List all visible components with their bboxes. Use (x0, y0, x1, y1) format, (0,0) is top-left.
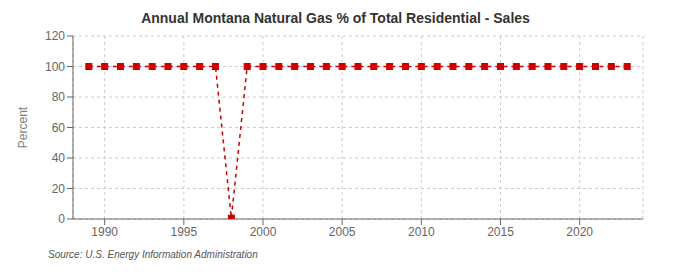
svg-text:Percent: Percent (16, 106, 30, 148)
svg-text:0: 0 (58, 212, 65, 226)
html-text:Source: U.S. Energy Informatio: Source: U.S. Energy Information Administ… (48, 249, 258, 260)
svg-text:20: 20 (52, 182, 66, 196)
svg-text:2010: 2010 (408, 225, 435, 239)
svg-text:60: 60 (52, 121, 66, 135)
svg-text:2005: 2005 (329, 225, 356, 239)
svg-text:1990: 1990 (91, 225, 118, 239)
svg-text:40: 40 (52, 151, 66, 165)
svg-text:1995: 1995 (170, 225, 197, 239)
svg-text:2000: 2000 (250, 225, 277, 239)
html-text:Annual Montana Natural Gas % o: Annual Montana Natural Gas % of Total Re… (141, 10, 530, 26)
svg-text:80: 80 (52, 90, 66, 104)
svg-text:2015: 2015 (487, 225, 514, 239)
svg-text:120: 120 (45, 29, 65, 43)
svg-text:100: 100 (45, 60, 65, 74)
svg-text:2020: 2020 (566, 225, 593, 239)
